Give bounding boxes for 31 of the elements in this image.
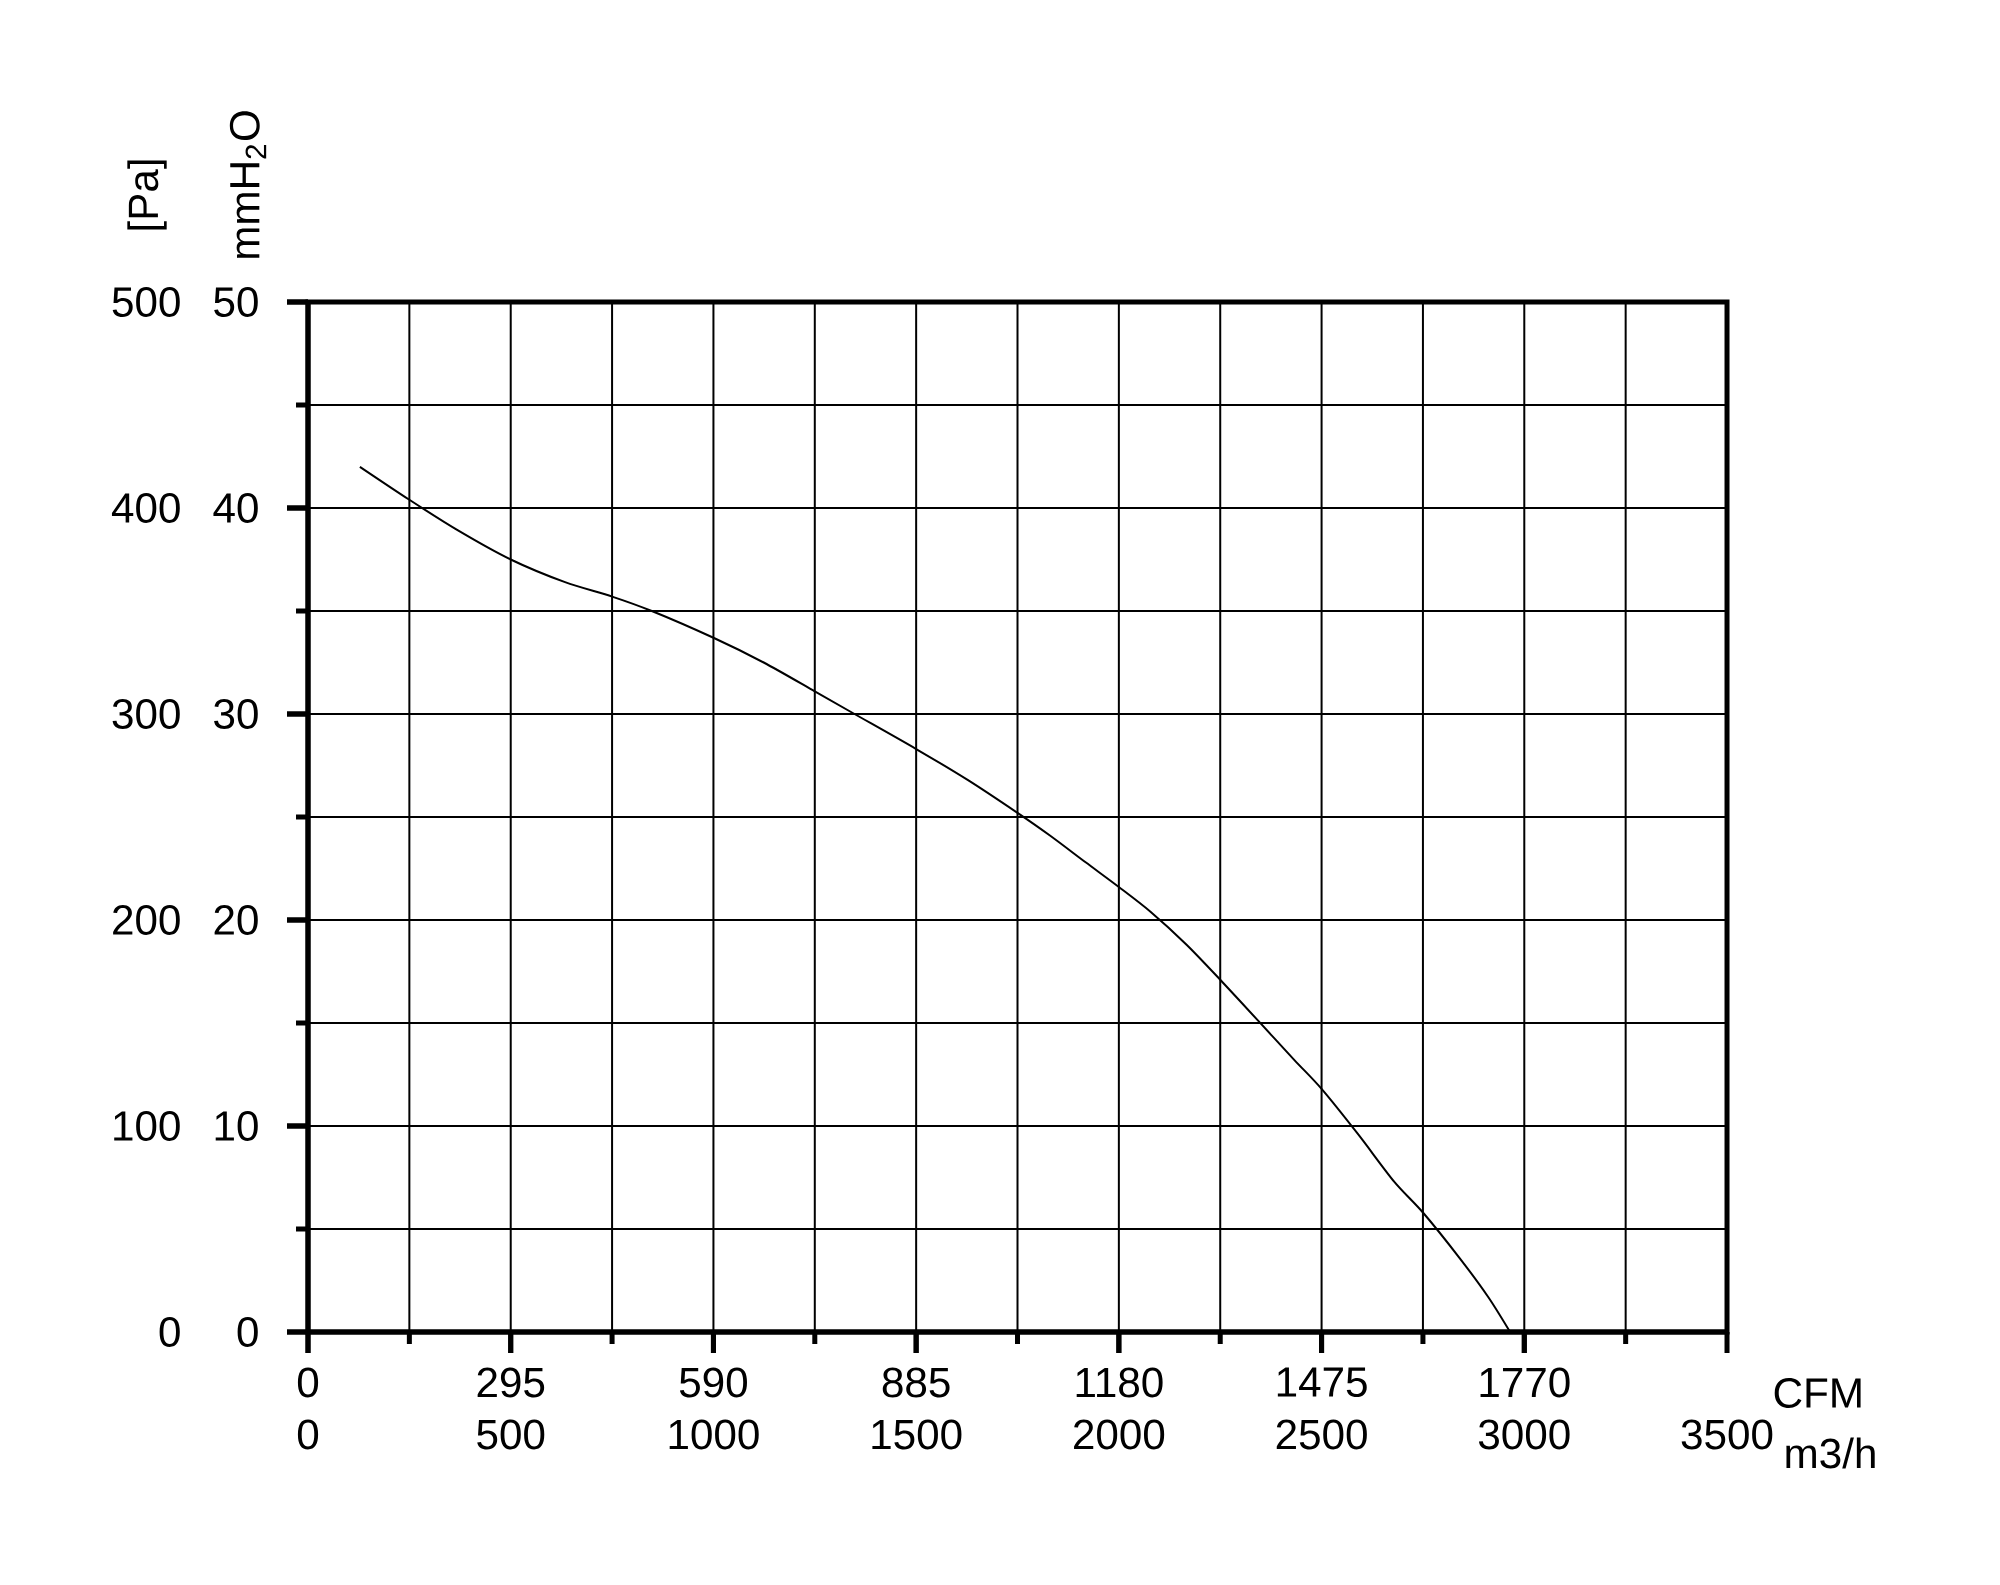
- y-tick-label: 200: [113, 905, 180, 935]
- y2-tick-label: 50: [214, 287, 258, 317]
- x-tick-label: 500: [477, 1419, 545, 1450]
- y-tick-label: 300: [112, 699, 180, 729]
- x-tick-label: 3500: [1681, 1419, 1773, 1450]
- y2-tick-label: 40: [213, 493, 258, 523]
- x-tick-label: 1500: [872, 1419, 962, 1450]
- x-tick-label: 0: [297, 1419, 319, 1450]
- y-axis-title: [Pa]: [127, 160, 167, 230]
- x-tick-label: 3000: [1478, 1419, 1570, 1450]
- x2-tick-label: 1180: [1076, 1367, 1163, 1398]
- x-tick-label: 2000: [1074, 1419, 1165, 1450]
- y-tick-label: 100: [114, 1111, 180, 1141]
- x-axis-title: m3/h: [1786, 1437, 1875, 1469]
- x2-tick-label: 885: [882, 1367, 950, 1398]
- y-tick-label: 0: [159, 1317, 180, 1347]
- y-tick-label: 400: [111, 493, 180, 523]
- y-tick-label: 500: [112, 287, 180, 317]
- x2-tick-label: 590: [679, 1367, 747, 1398]
- y2-axis-title: mmH$_{2}$O: [229, 111, 267, 258]
- y2-tick-label: 20: [214, 905, 258, 935]
- y2-tick-label: 0: [237, 1317, 258, 1347]
- x2-axis-title: CFM: [1774, 1378, 1861, 1408]
- x2-tick-label: 1475: [1277, 1367, 1367, 1397]
- x-tick-label: 2500: [1276, 1419, 1367, 1450]
- x2-tick-label: 0: [297, 1367, 319, 1398]
- y2-tick-label: 30: [214, 699, 258, 729]
- y2-tick-label: 10: [215, 1111, 258, 1141]
- x-tick-label: 1000: [669, 1419, 759, 1450]
- x2-tick-label: 1770: [1480, 1367, 1570, 1398]
- x2-tick-label: 295: [477, 1367, 545, 1398]
